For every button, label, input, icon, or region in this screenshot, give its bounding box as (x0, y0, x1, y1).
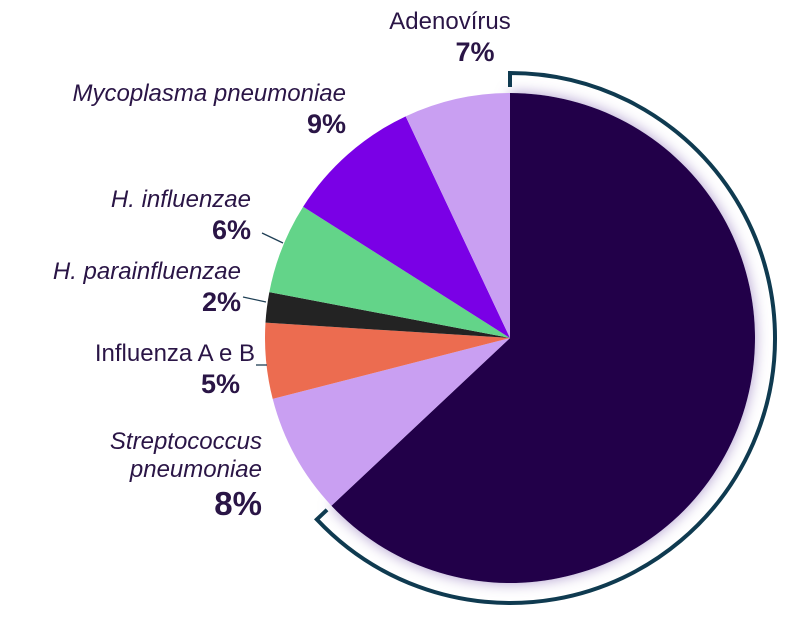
slice-label: Adenovírus 7% (340, 8, 560, 68)
bracket (313, 70, 777, 605)
pie-slice (405, 93, 510, 338)
slices (265, 93, 756, 583)
leader-line (242, 296, 267, 303)
value-label: 6% (211, 215, 251, 245)
category-label: Influenza A e B (94, 340, 255, 367)
category-label: Adenovírus (389, 8, 511, 35)
pie-slice (269, 206, 510, 338)
category-label: Streptococcus pneumoniae (109, 428, 262, 483)
value-label: 9% (306, 109, 346, 139)
pie-slice (303, 116, 510, 338)
value-label: 5% (200, 369, 240, 399)
category-label: H. parainfluenzae (52, 258, 241, 285)
value-label: 2% (201, 287, 241, 317)
pie-slice (265, 292, 510, 338)
slice-label: Influenza A e B 5% (0, 340, 255, 400)
pie-slice (265, 322, 510, 399)
category-label: H. influenzae (110, 186, 251, 213)
pie-slice (272, 338, 510, 506)
pie-slice (331, 93, 756, 583)
slice-label: H. influenzae 6% (0, 186, 251, 246)
category-label: Mycoplasma pneumoniae (72, 80, 346, 107)
slice-label: Mycoplasma pneumoniae 9% (0, 80, 346, 140)
leader-line (261, 232, 284, 244)
value-label: 7% (455, 37, 495, 67)
slice-label: Streptococcus pneumoniae 8% (90, 428, 262, 524)
value-label: 8% (214, 485, 262, 522)
slice-label: H. parainfluenzae 2% (0, 258, 241, 318)
